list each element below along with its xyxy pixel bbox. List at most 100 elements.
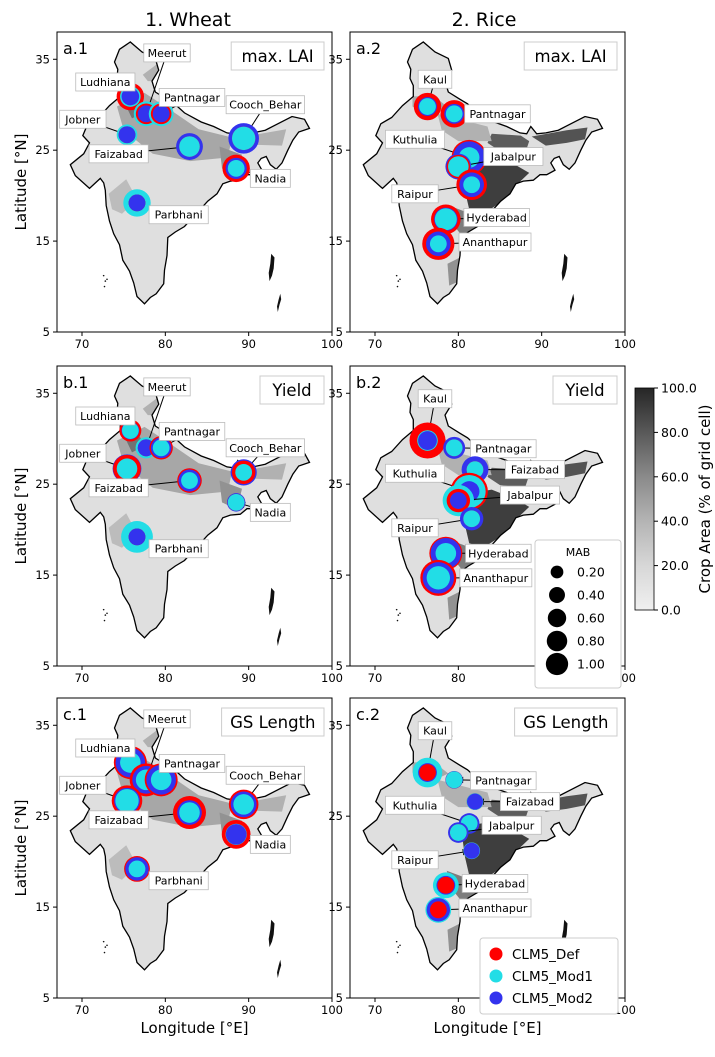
- lakshadweep-island: [399, 278, 401, 281]
- mab-bubble-clm5-mod1: [434, 208, 457, 231]
- site-label-box: [249, 502, 291, 522]
- site-label-box: [148, 539, 209, 559]
- panel-id: b.1: [63, 373, 88, 392]
- site-label: Jobner: [64, 113, 101, 126]
- mab-bubble-clm5-mod1: [121, 422, 139, 439]
- y-tick-label: 25: [35, 143, 50, 157]
- panel-id: c.1: [63, 705, 87, 724]
- site-label-box: [483, 147, 544, 166]
- y-tick-label: 35: [35, 718, 50, 732]
- colorbar-tick-label: 20.0: [661, 558, 689, 573]
- mab-bubble-clm5-mod1: [152, 439, 170, 457]
- panel-b-1: 70 80 90 100 35 25 15 5 Latitude [°N] b.1 Yield Lud…: [12, 365, 343, 685]
- site-label-box: [88, 144, 149, 164]
- mab-bubble-clm5-mod1: [429, 235, 447, 253]
- site-label-box: [148, 871, 209, 891]
- x-tick-label: 70: [368, 1003, 383, 1017]
- site-label: Nadia: [254, 838, 286, 851]
- x-axis-label: Longitude [°E]: [140, 1019, 248, 1037]
- mab-legend-marker: [545, 652, 569, 676]
- colorbar-tick-label: 80.0: [661, 425, 689, 440]
- site-label: Raipur: [397, 522, 433, 535]
- panel-a-1: 70 80 90 100 35 25 15 5 Latitude [°N] a.1 max. LAI…: [12, 31, 343, 351]
- mab-bubble-clm5-mod2: [152, 105, 170, 123]
- x-tick-label: 70: [75, 337, 90, 351]
- site-label-box: [384, 795, 445, 815]
- india-outline: [69, 707, 311, 971]
- mab-bubble-clm5-mod1: [463, 176, 481, 194]
- metric-label-box: [523, 41, 618, 71]
- lakshadweep-island: [102, 274, 105, 277]
- mab-legend-marker: [550, 565, 564, 579]
- site-label-box: [249, 168, 291, 188]
- site-label: Cooch_Behar: [229, 769, 302, 782]
- mab-bubble-clm5-mod1: [445, 439, 463, 457]
- site-label-box: [225, 765, 305, 785]
- site-label-box: [465, 543, 532, 563]
- india-outline: [69, 41, 311, 305]
- mab-bubble-clm5-mod1: [449, 824, 467, 841]
- x-tick-label: 100: [321, 671, 343, 685]
- model-legend-label: CLM5_Def: [512, 947, 581, 963]
- panel-id: c.2: [356, 705, 380, 724]
- lakshadweep-island: [104, 946, 107, 948]
- x-tick-label: 80: [451, 671, 466, 685]
- x-tick-label: 90: [241, 337, 256, 351]
- site-label: Hyderabad: [465, 877, 526, 890]
- y-tick-label: 5: [43, 991, 50, 1005]
- mab-bubble-clm5-def: [429, 901, 447, 919]
- metric-label: Yield: [564, 381, 604, 400]
- site-label-box: [459, 568, 533, 588]
- y-tick-label: 5: [336, 325, 343, 339]
- x-tick-label: 90: [534, 337, 549, 351]
- site-label: Kuthulia: [393, 467, 438, 480]
- mab-bubble-clm5-mod2: [128, 528, 146, 546]
- site-label: Nadia: [254, 172, 286, 185]
- y-tick-label: 5: [43, 325, 50, 339]
- mab-bubble-clm5-mod1: [231, 126, 256, 151]
- site-label: Hyderabad: [466, 211, 527, 224]
- site-label-box: [458, 232, 532, 252]
- y-tick-label: 25: [328, 809, 343, 823]
- site-label-box: [384, 463, 445, 483]
- mab-bubble-clm5-mod1: [419, 98, 436, 115]
- x-tick-label: 80: [158, 337, 173, 351]
- y-tick-label: 15: [328, 900, 343, 914]
- site-label: Meerut: [148, 713, 188, 726]
- crop-density-zone: [531, 127, 588, 146]
- mab-legend-label: 1.00: [577, 657, 605, 672]
- lakshadweep-island: [397, 946, 400, 948]
- site-arrow: [146, 52, 168, 112]
- site-label-box: [88, 478, 149, 498]
- site-label-box: [384, 129, 445, 149]
- x-tick-label: 80: [451, 1003, 466, 1017]
- andaman-islands: [268, 253, 275, 282]
- lakshadweep-island: [399, 612, 401, 615]
- site-label: Faizabad: [94, 814, 142, 827]
- site-label: Ananthapur: [463, 236, 528, 249]
- mab-bubble-clm5-def: [419, 764, 436, 781]
- mab-bubble-clm5-mod1: [445, 105, 463, 123]
- colorbar-label: Crop Area (% of grid cell): [696, 405, 714, 594]
- mab-bubble-clm5-mod1: [179, 136, 200, 157]
- lakshadweep-island: [106, 612, 108, 615]
- x-tick-label: 80: [451, 337, 466, 351]
- site-label: Pantnagar: [164, 757, 221, 770]
- y-tick-label: 35: [35, 52, 50, 66]
- site-label-box: [417, 389, 453, 409]
- site-label-box: [499, 485, 560, 505]
- mab-legend-label: 0.40: [577, 588, 605, 603]
- panel-id: a.2: [356, 39, 381, 58]
- colorbar-tick-label: 40.0: [661, 514, 689, 529]
- metric-label: max. LAI: [535, 47, 607, 66]
- lakshadweep-island: [106, 278, 108, 281]
- mab-bubble-clm5-mod1: [181, 472, 198, 489]
- mab-bubble-clm5-mod2: [225, 824, 247, 845]
- y-tick-label: 15: [35, 234, 50, 248]
- site-arrow: [146, 386, 168, 446]
- x-tick-label: 80: [158, 671, 173, 685]
- site-label: Ludhiana: [80, 76, 130, 89]
- site-label-box: [461, 874, 529, 893]
- site-label-box: [88, 810, 149, 830]
- x-tick-label: 90: [241, 671, 256, 685]
